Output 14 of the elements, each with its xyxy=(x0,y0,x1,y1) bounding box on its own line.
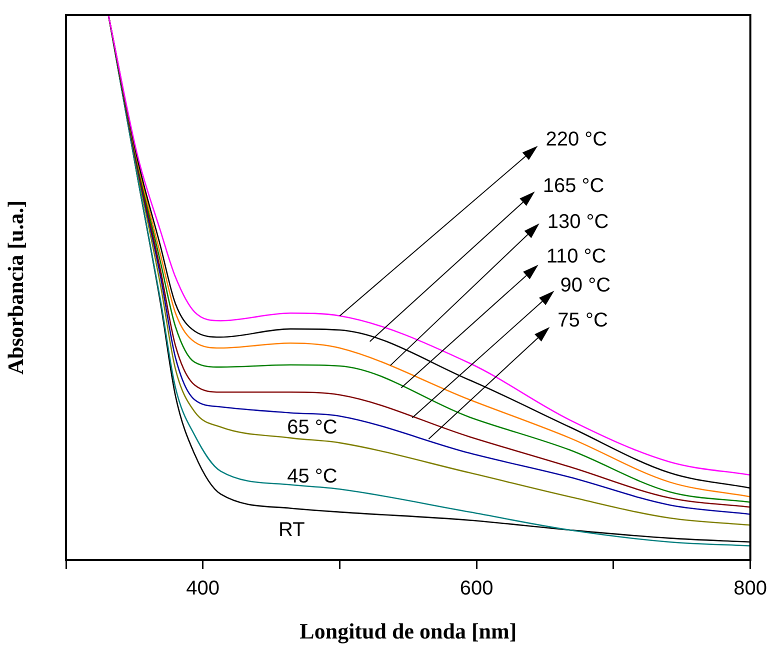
annotation: 45 °C xyxy=(287,465,338,488)
x-tick-label: 800 xyxy=(734,578,768,600)
x-axis-title: Longitud de onda [nm] xyxy=(300,618,517,644)
annotation: 75 °C xyxy=(558,310,608,332)
annotation: RT xyxy=(278,518,305,541)
annotation: 65 °C xyxy=(287,416,338,439)
x-tick-label: 400 xyxy=(186,578,220,600)
x-tick-label: 600 xyxy=(460,578,494,600)
annotation: 110 °C xyxy=(546,245,606,268)
y-axis-title: Absorbancia [u.a.] xyxy=(2,200,28,375)
annotation: 130 °C xyxy=(547,210,609,233)
annotation: 165 °C xyxy=(542,174,604,197)
annotation: 90 °C xyxy=(560,274,611,296)
annotation: 220 °C xyxy=(546,128,608,150)
